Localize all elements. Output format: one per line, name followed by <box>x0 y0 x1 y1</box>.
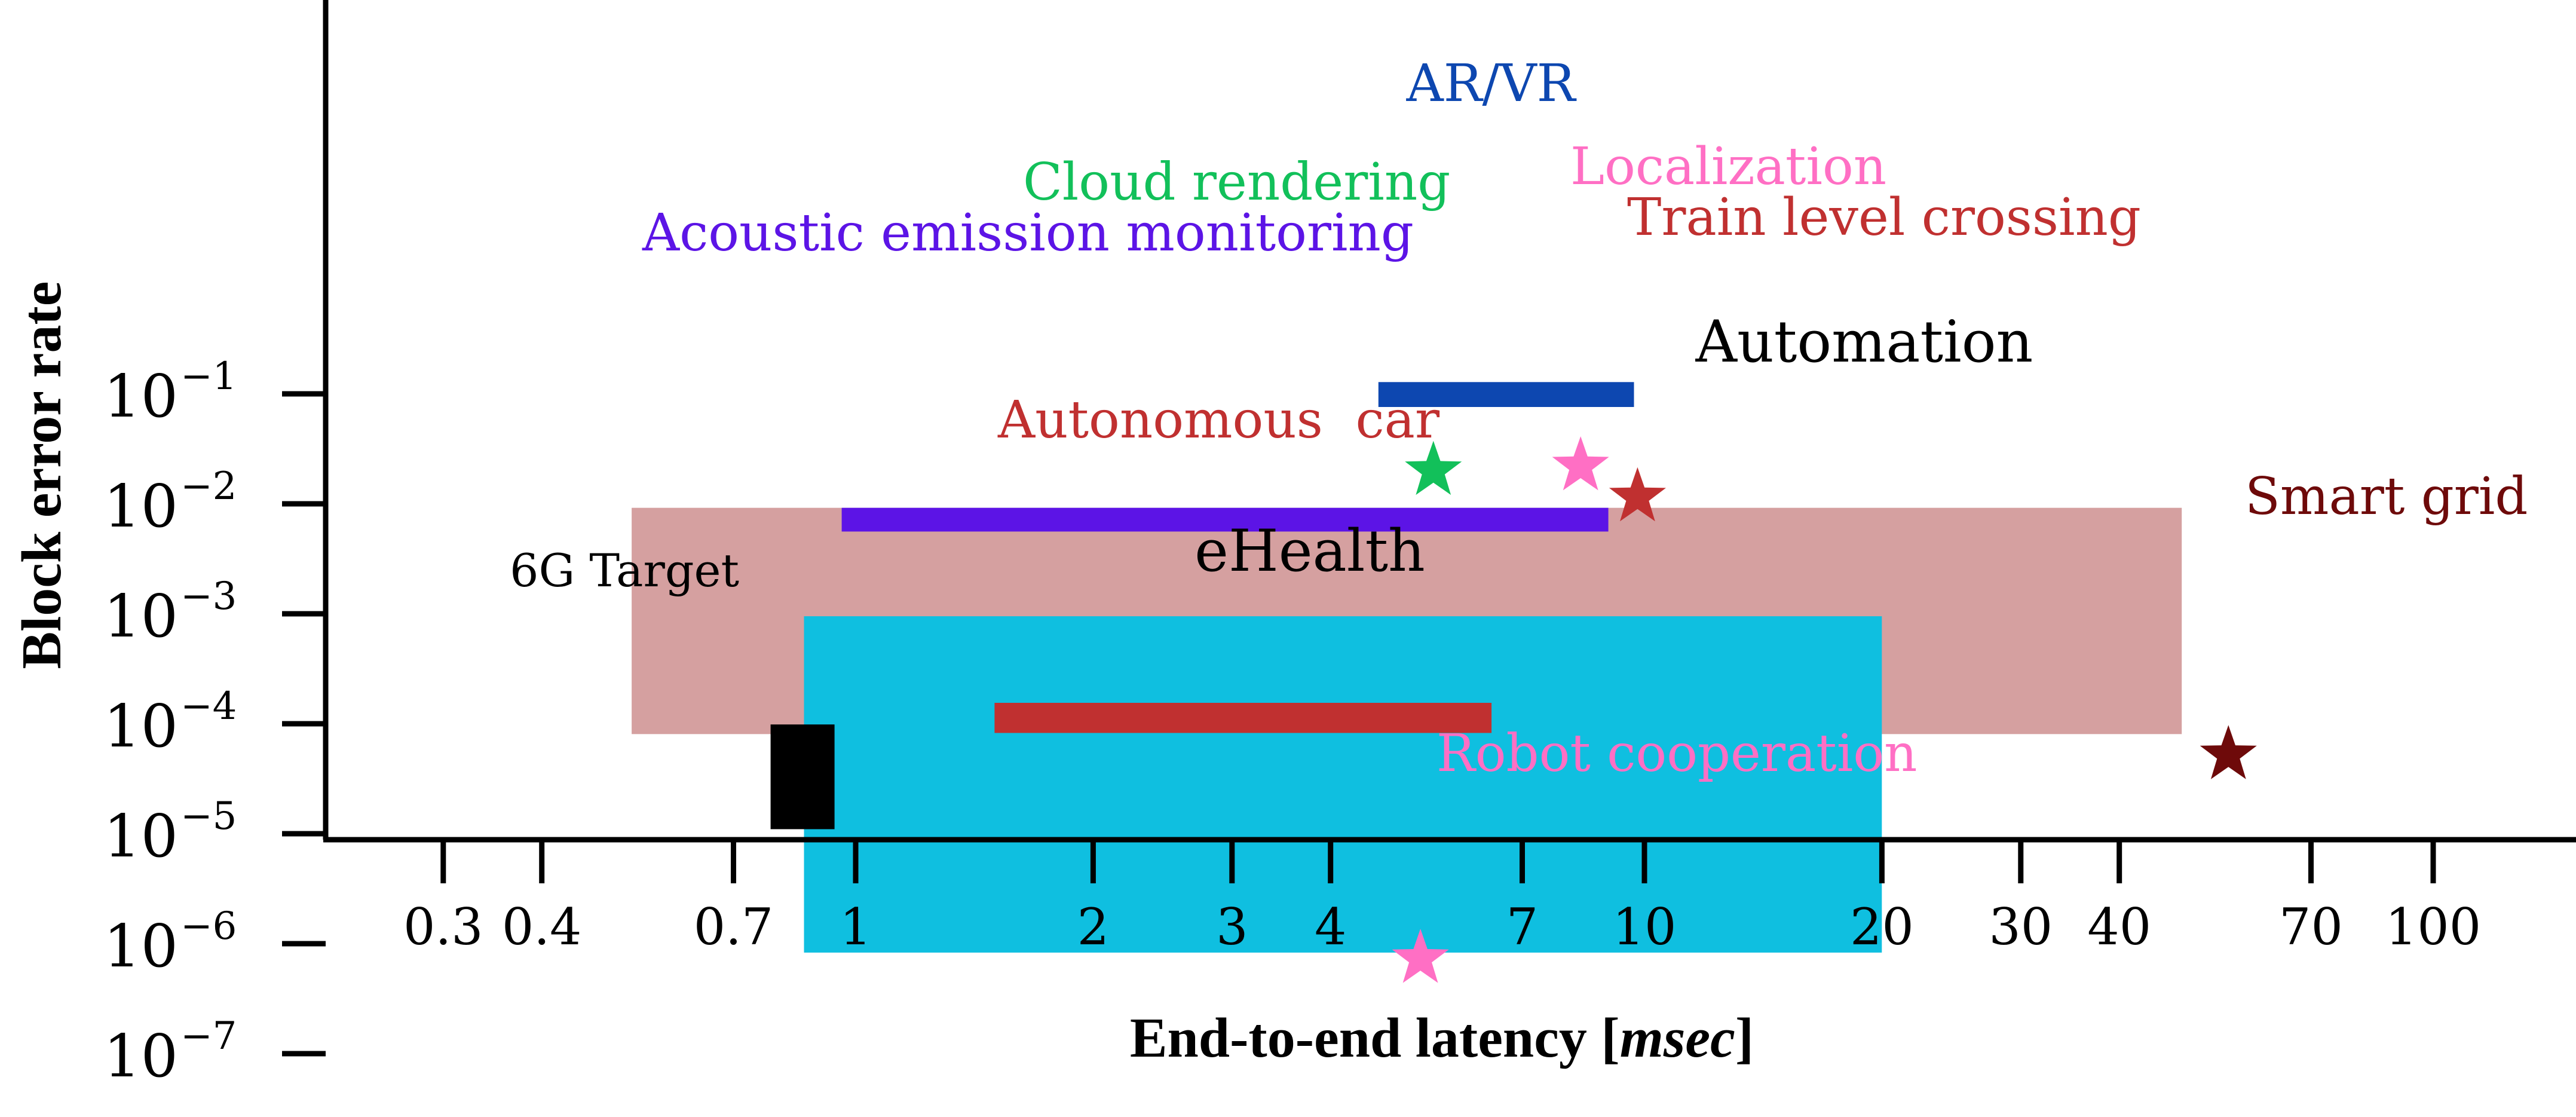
region-acoustic <box>841 507 1609 532</box>
point-localization <box>1552 436 1609 491</box>
regions-layer <box>632 382 2182 953</box>
point-label-smartgrid: Smart grid <box>2245 467 2528 527</box>
y-tick-label: 10 −3 <box>103 574 237 651</box>
y-tick-label-exp: −2 <box>180 464 237 509</box>
region-label-ehealth: eHealth <box>1194 518 1425 584</box>
point-robot <box>1392 929 1449 983</box>
x-tick-label: 2 <box>1077 898 1109 956</box>
point-cloud <box>1405 440 1462 495</box>
region-label-arvr: AR/VR <box>1406 54 1577 114</box>
x-tick-label: 40 <box>2087 898 2151 956</box>
y-tick-label-base: 10 <box>103 1023 178 1091</box>
y-tick-label-exp: −3 <box>180 574 237 619</box>
point-smartgrid <box>2200 725 2257 779</box>
x-tick-label: 0.7 <box>694 898 774 956</box>
y-tick-label-base: 10 <box>103 363 178 431</box>
y-tick-label: 10 −1 <box>103 354 237 431</box>
x-axis-title-close: ] <box>1735 1007 1754 1069</box>
x-axis-title-unit: msec <box>1620 1007 1735 1069</box>
region-autonomous <box>994 703 1492 733</box>
y-tick-label-base: 10 <box>103 583 178 651</box>
y-tick-label: 10 −5 <box>103 794 237 871</box>
y-ticks: 10−110−210−310−410−510−610−7 <box>103 354 326 1091</box>
x-axis-title: End-to-end latency [msec] <box>1130 1007 1754 1069</box>
y-tick-label-exp: −7 <box>180 1014 237 1058</box>
y-tick-label-base: 10 <box>103 473 178 541</box>
x-tick-label: 4 <box>1315 898 1346 956</box>
x-tick-label: 100 <box>2385 898 2481 956</box>
region-target <box>770 724 835 830</box>
x-tick-label: 30 <box>1989 898 2053 956</box>
y-tick-label-exp: −6 <box>180 904 237 948</box>
y-tick-label-base: 10 <box>103 803 178 871</box>
x-tick-label: 1 <box>840 898 871 956</box>
x-ticks: 0.3 0.4 0.7 1 2 3 4 7 10 20 30 40 70 100 <box>403 840 2481 956</box>
point-label-cloud: Cloud rendering <box>1023 152 1450 212</box>
y-tick-label-exp: −5 <box>180 794 237 838</box>
point-train <box>1609 467 1666 522</box>
point-label-localization: Localization <box>1570 137 1886 197</box>
x-tick-label: 70 <box>2279 898 2343 956</box>
point-label-robot: Robot cooperation <box>1436 724 1918 784</box>
y-tick-label: 10 −2 <box>103 464 237 541</box>
region-label-autonomous: Autonomous car <box>997 390 1440 450</box>
x-tick-label: 3 <box>1216 898 1248 956</box>
region-label-acoustic: Acoustic emission monitoring <box>642 203 1414 263</box>
x-tick-label: 10 <box>1613 898 1677 956</box>
x-tick-label: 20 <box>1850 898 1914 956</box>
x-axis-title-main: End-to-end latency [ <box>1130 1007 1620 1069</box>
y-tick-label-base: 10 <box>103 913 178 981</box>
region-label-automation: Automation <box>1695 308 2033 375</box>
region-label-target: 6G Target <box>510 544 739 597</box>
y-tick-label-base: 10 <box>103 693 178 761</box>
y-axis-title: Block error rate <box>11 281 73 669</box>
y-tick-label: 10 −4 <box>103 684 237 761</box>
region-labels: Automation eHealth Acoustic emission monit… <box>510 54 2033 597</box>
x-tick-label: 7 <box>1506 898 1538 956</box>
y-tick-label-exp: −4 <box>180 684 237 729</box>
y-tick-label: 10 −7 <box>103 1014 237 1091</box>
y-tick-label: 10 −6 <box>103 904 237 981</box>
region-ehealth <box>804 616 1882 953</box>
x-tick-label: 0.4 <box>502 898 582 956</box>
x-tick-label: 0.3 <box>403 898 483 956</box>
region-arvr <box>1378 382 1634 407</box>
point-label-train: Train level crossing <box>1627 188 2141 247</box>
y-tick-label-exp: −1 <box>180 354 237 399</box>
